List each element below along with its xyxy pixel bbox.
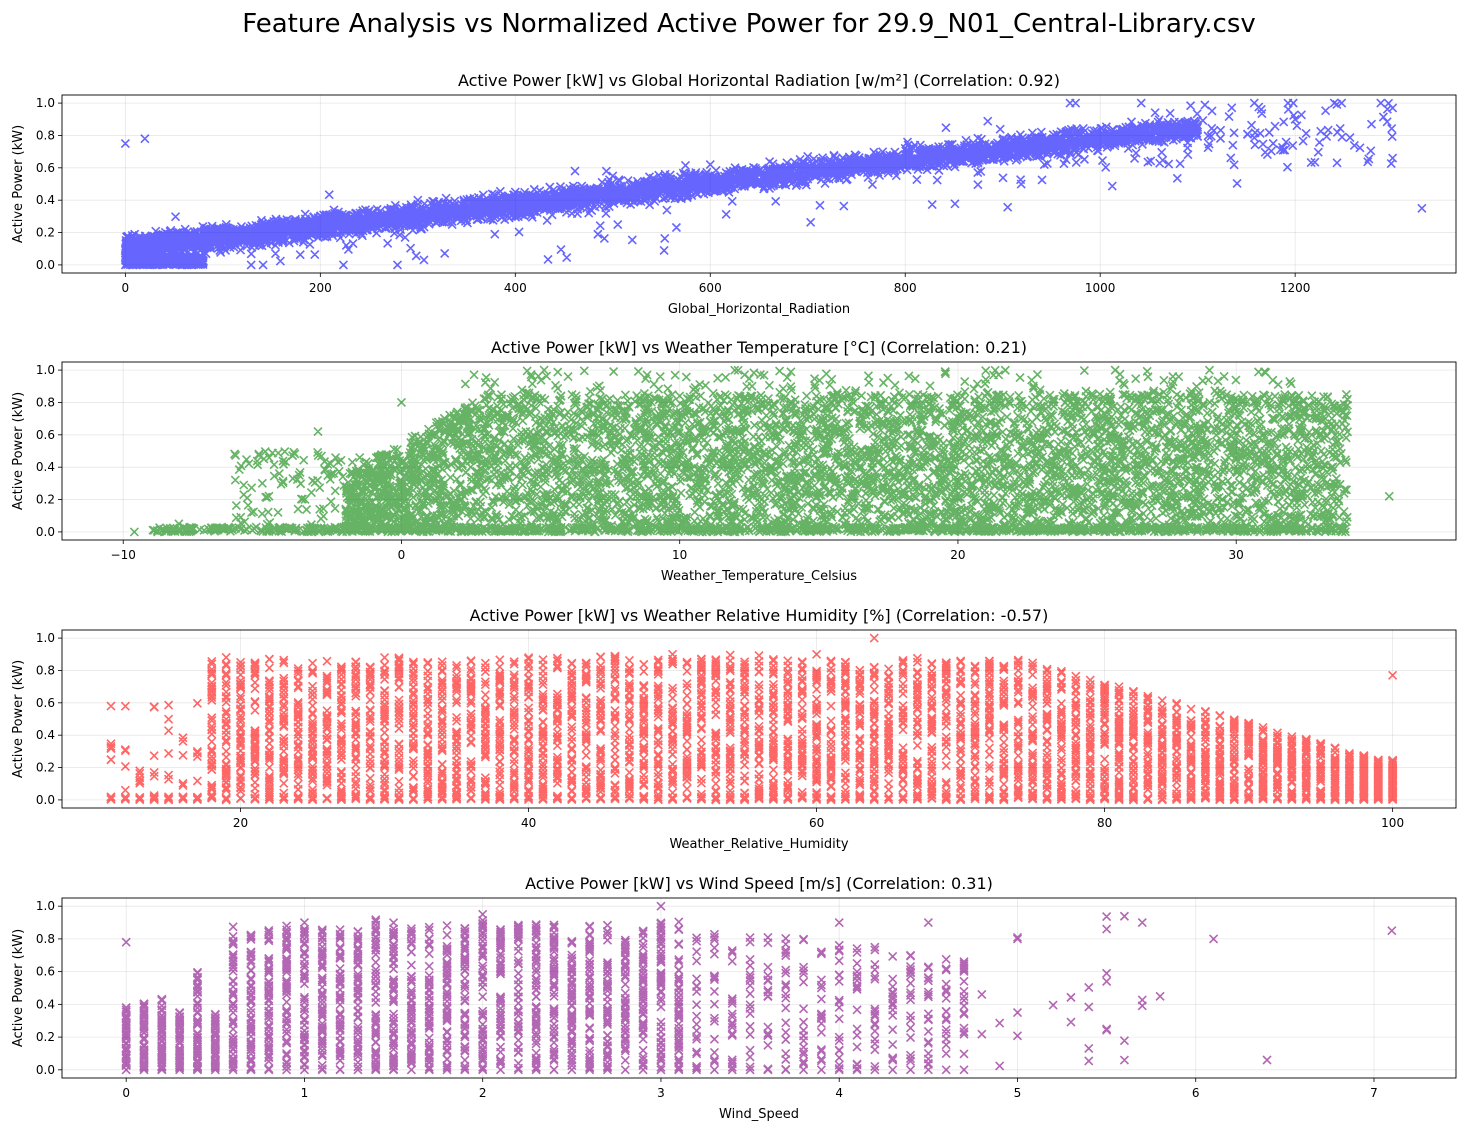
y-tick-label: 0.4 [36,997,55,1011]
x-tick-label: 600 [699,281,722,295]
y-tick-label: 0.8 [36,932,55,946]
y-axis-label: Active Power (kW) [11,929,26,1047]
scatter-points-series-3 [106,633,1398,805]
x-tick-label: 200 [309,281,332,295]
x-axis-label: Wind_Speed [719,1107,799,1122]
y-tick-label: 1.0 [36,363,55,377]
y-tick-label: 0.8 [36,663,55,677]
x-tick-label: 60 [809,816,824,830]
x-tick-label: 5 [1014,1086,1022,1100]
subplot-title: Active Power [kW] vs Wind Speed [m/s] (C… [525,874,993,893]
x-tick-label: 2 [479,1086,487,1100]
x-tick-label: 80 [1097,816,1112,830]
x-tick-label: 30 [1229,548,1244,562]
x-tick-label: 1 [301,1086,309,1100]
axes-frame [61,361,1457,541]
axes-frame [61,629,1457,809]
y-tick-label: 0.6 [36,696,55,710]
y-tick-label: 0.6 [36,428,55,442]
y-tick-label: 0.0 [36,1063,55,1077]
y-tick-label: 0.8 [36,128,55,142]
figure-title: Feature Analysis vs Normalized Active Po… [242,9,1256,39]
y-tick-label: 1.0 [36,631,55,645]
y-tick-label: 1.0 [36,96,55,110]
y-tick-label: 1.0 [36,899,55,913]
y-tick-label: 0.2 [36,761,55,775]
scatter-points-series-2 [129,365,1394,537]
x-axis-label: Weather_Temperature_Celsius [661,569,857,584]
y-axis-label: Active Power (kW) [11,660,26,778]
axes-frame [61,94,1457,274]
x-tick-label: 4 [835,1086,843,1100]
x-tick-label: 10 [672,548,687,562]
subplot-title: Active Power [kW] vs Global Horizontal R… [458,71,1060,90]
scatter-points-series-1 [120,98,1427,270]
x-tick-label: 0 [122,281,130,295]
y-tick-label: 0.0 [36,258,55,272]
x-tick-label: 20 [233,816,248,830]
y-tick-label: 0.6 [36,161,55,175]
y-tick-label: 0.4 [36,193,55,207]
x-tick-label: 800 [894,281,917,295]
subplot-1: 0 200 400 600 800 1000 1200 0.0 0.2 0.4 0.6 0.8 1.0 A… [11,71,1457,317]
x-tick-label: 7 [1370,1086,1378,1100]
y-tick-label: 0.2 [36,226,55,240]
x-tick-label: −10 [111,548,136,562]
x-tick-label: 40 [521,816,536,830]
subplot-4: 0 1 2 3 4 5 6 7 0.0 0.2 0.4 0.6 0.8 1.0 Active Power [… [11,874,1457,1122]
x-tick-label: 1200 [1280,281,1311,295]
y-tick-label: 0.2 [36,1030,55,1044]
subplot-2: −10 0 10 20 30 0.0 0.2 0.4 0.6 0.8 1.0 Active Power… [11,338,1457,584]
x-tick-label: 400 [504,281,527,295]
x-tick-label: 20 [950,548,965,562]
subplot-3: 20 40 60 80 100 0.0 0.2 0.4 0.6 0.8 1.0 Active Powe… [11,606,1457,852]
y-tick-label: 0.8 [36,395,55,409]
subplot-title: Active Power [kW] vs Weather Temperature… [491,338,1027,357]
y-tick-label: 0.0 [36,793,55,807]
y-tick-label: 0.4 [36,460,55,474]
y-tick-label: 0.2 [36,493,55,507]
x-tick-label: 3 [657,1086,665,1100]
y-axis-label: Active Power (kW) [11,125,26,243]
x-tick-label: 0 [398,548,406,562]
axes-frame [61,897,1457,1079]
y-axis-label: Active Power (kW) [11,392,26,510]
x-tick-label: 100 [1381,816,1404,830]
x-tick-label: 0 [122,1086,130,1100]
x-tick-label: 6 [1192,1086,1200,1100]
y-tick-label: 0.4 [36,728,55,742]
x-axis-label: Weather_Relative_Humidity [669,837,848,852]
scatter-points-series-4 [121,901,1397,1075]
subplot-title: Active Power [kW] vs Weather Relative Hu… [470,606,1049,625]
y-tick-label: 0.6 [36,965,55,979]
x-tick-label: 1000 [1085,281,1116,295]
axes-root: 0 200 400 600 800 1000 12000.00.20.40.60.81.0A… [11,71,1457,1122]
x-axis-label: Global_Horizontal_Radiation [668,302,850,317]
y-tick-label: 0.0 [36,525,55,539]
